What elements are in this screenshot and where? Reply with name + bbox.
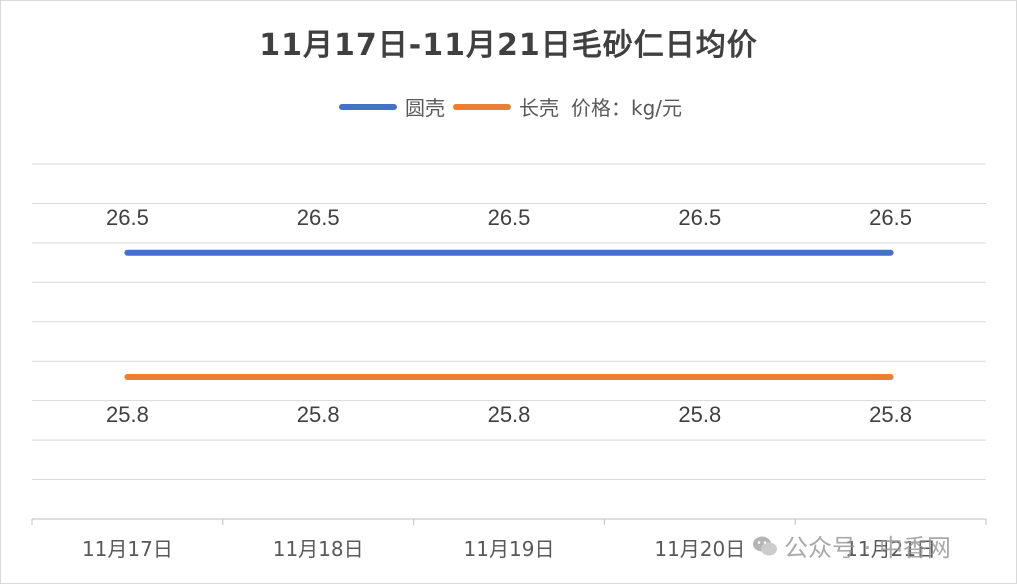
data-label: 25.8 xyxy=(869,402,912,427)
data-label: 26.5 xyxy=(106,205,149,230)
legend-item-round-shell: 圆壳 xyxy=(338,92,445,121)
legend-label-round-shell: 圆壳 xyxy=(404,96,445,120)
x-tick-label: 11月20日 xyxy=(654,537,745,561)
wechat-icon xyxy=(753,536,777,555)
legend-swatch-long-shell xyxy=(452,103,511,110)
data-label: 26.5 xyxy=(488,205,531,230)
data-label: 26.5 xyxy=(297,205,340,230)
data-label: 25.8 xyxy=(106,402,149,427)
data-label: 25.8 xyxy=(488,402,531,427)
unit-note: 价格：kg/元 xyxy=(570,96,682,120)
x-tick-label: 11月21日 xyxy=(845,537,936,561)
x-tick-label: 11月17日 xyxy=(82,537,173,561)
legend-label-long-shell: 长壳 xyxy=(518,96,559,120)
watermark-text: 公众号 · 中香网 xyxy=(784,534,951,562)
chart-title: 11月17日-11月21日毛砂仁日均价 xyxy=(259,28,758,63)
legend-swatch-round-shell xyxy=(338,103,397,110)
watermark: 公众号 · 中香网 xyxy=(752,528,951,563)
legend-item-long-shell: 长壳 xyxy=(452,92,559,121)
data-label: 26.5 xyxy=(678,205,721,230)
x-tick-label: 11月18日 xyxy=(273,537,364,561)
data-label: 25.8 xyxy=(678,402,721,427)
x-tick-label: 11月19日 xyxy=(464,537,555,561)
data-label: 25.8 xyxy=(297,402,340,427)
data-label: 26.5 xyxy=(869,205,912,230)
chart-legend: 圆壳 长壳 价格：kg/元 xyxy=(0,92,1017,121)
